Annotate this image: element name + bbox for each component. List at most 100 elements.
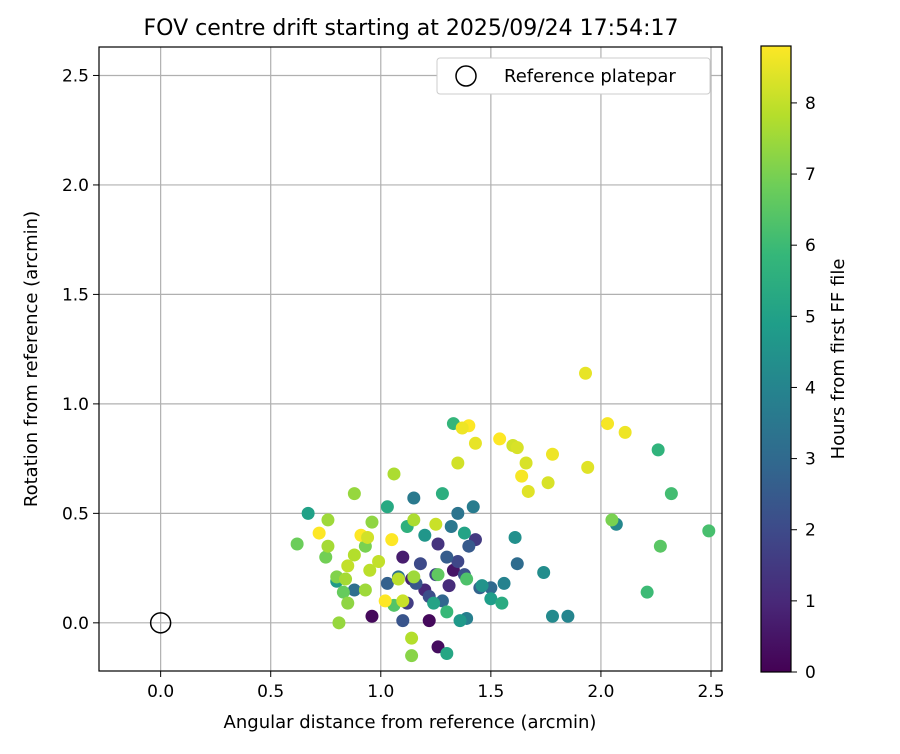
chart-title: FOV centre drift starting at 2025/09/24 …	[144, 16, 679, 41]
scatter-point	[396, 550, 410, 564]
data-points	[290, 366, 716, 663]
scatter-point	[537, 565, 551, 579]
scatter-point	[466, 500, 480, 514]
scatter-point	[521, 484, 535, 498]
scatter-point	[581, 460, 595, 474]
scatter-point	[601, 417, 615, 431]
colorbar-tick-label: 5	[805, 307, 816, 327]
scatter-point	[440, 550, 454, 564]
plot-frame	[98, 46, 723, 672]
scatter-point	[405, 649, 419, 663]
scatter-point	[301, 506, 315, 520]
y-tick-label: 0.5	[62, 504, 89, 524]
scatter-point	[457, 526, 471, 540]
scatter-point	[435, 487, 449, 501]
scatter-point	[455, 421, 469, 435]
legend-marker	[455, 65, 477, 87]
scatter-point	[407, 513, 421, 527]
scatter-point	[484, 592, 498, 606]
scatter-point	[341, 559, 355, 573]
colorbar-tick-label: 7	[805, 165, 816, 185]
legend: Reference platepar	[436, 57, 711, 95]
scatter-point	[321, 539, 335, 553]
colorbar-ticks: 0 1 2 3 4 5 6 7 8	[791, 94, 816, 683]
colorbar-tick-label: 0	[805, 663, 816, 683]
scatter-point	[407, 570, 421, 584]
x-tick-label: 0.5	[257, 682, 284, 702]
scatter-point	[429, 517, 443, 531]
scatter-point	[444, 519, 458, 533]
x-tick-label: 2.5	[697, 682, 724, 702]
scatter-point	[451, 555, 465, 569]
scatter-point	[405, 631, 419, 645]
scatter-point	[358, 583, 372, 597]
x-tick-label: 2.0	[587, 682, 614, 702]
scatter-point	[385, 533, 399, 547]
scatter-point	[372, 555, 386, 569]
scatter-point	[341, 596, 355, 610]
scatter-point	[475, 579, 489, 593]
scatter-point	[321, 513, 335, 527]
scatter-point	[640, 585, 654, 599]
scatter-point	[440, 605, 454, 619]
scatter-point	[653, 539, 667, 553]
colorbar-tick-label: 2	[805, 521, 816, 541]
scatter-point	[422, 614, 436, 628]
scatter-point	[363, 563, 377, 577]
reference-marker	[149, 612, 172, 634]
scatter-point	[497, 576, 511, 590]
scatter-point	[451, 506, 465, 520]
scatter-point	[510, 557, 524, 571]
scatter-point	[347, 548, 361, 562]
scatter-point	[453, 614, 467, 628]
scatter-point	[380, 576, 394, 590]
y-axis-ticks: 0.0 0.5 1.0 1.5 2.0 2.5	[62, 66, 99, 634]
legend-box	[436, 57, 711, 95]
scatter-point	[664, 487, 678, 501]
scatter-point	[290, 537, 304, 551]
scatter-point	[545, 609, 559, 623]
scatter-point	[460, 572, 474, 586]
scatter-point	[431, 568, 445, 582]
scatter-point	[451, 456, 465, 470]
colorbar-label: Hours from first FF file	[828, 259, 849, 460]
y-tick-label: 1.5	[62, 285, 89, 305]
y-axis-label: Rotation from reference (arcmin)	[21, 211, 42, 507]
scatter-point	[427, 596, 441, 610]
scatter-point	[336, 585, 350, 599]
scatter-point	[413, 557, 427, 571]
scatter-point	[378, 594, 392, 608]
scatter-point	[515, 469, 529, 483]
scatter-point	[561, 609, 575, 623]
scatter-point	[339, 572, 353, 586]
scatter-point	[541, 476, 555, 490]
y-tick-label: 0.0	[62, 614, 89, 634]
scatter-point	[442, 579, 456, 593]
scatter-point	[462, 539, 476, 553]
scatter-point	[702, 524, 716, 538]
scatter-point	[347, 583, 361, 597]
scatter-point	[380, 500, 394, 514]
scatter-point	[493, 432, 507, 446]
scatter-point	[365, 515, 379, 529]
scatter-point	[365, 609, 379, 623]
x-tick-label: 0.0	[147, 682, 174, 702]
x-axis-label: Angular distance from reference (arcmin)	[224, 712, 597, 733]
scatter-point	[519, 456, 533, 470]
scatter-point	[495, 596, 509, 610]
scatter-point	[407, 491, 421, 505]
scatter-point	[605, 513, 619, 527]
scatter-point	[347, 487, 361, 501]
scatter-point	[510, 441, 524, 455]
colorbar-tick-label: 1	[805, 592, 816, 612]
scatter-point	[651, 443, 665, 457]
scatter-point	[618, 425, 632, 439]
colorbar-tick-label: 8	[805, 94, 816, 114]
scatter-point	[545, 447, 559, 461]
scatter-point	[508, 530, 522, 544]
colorbar	[760, 45, 792, 673]
scatter-point	[312, 526, 326, 540]
y-tick-label: 1.0	[62, 395, 89, 415]
scatter-point	[468, 436, 482, 450]
